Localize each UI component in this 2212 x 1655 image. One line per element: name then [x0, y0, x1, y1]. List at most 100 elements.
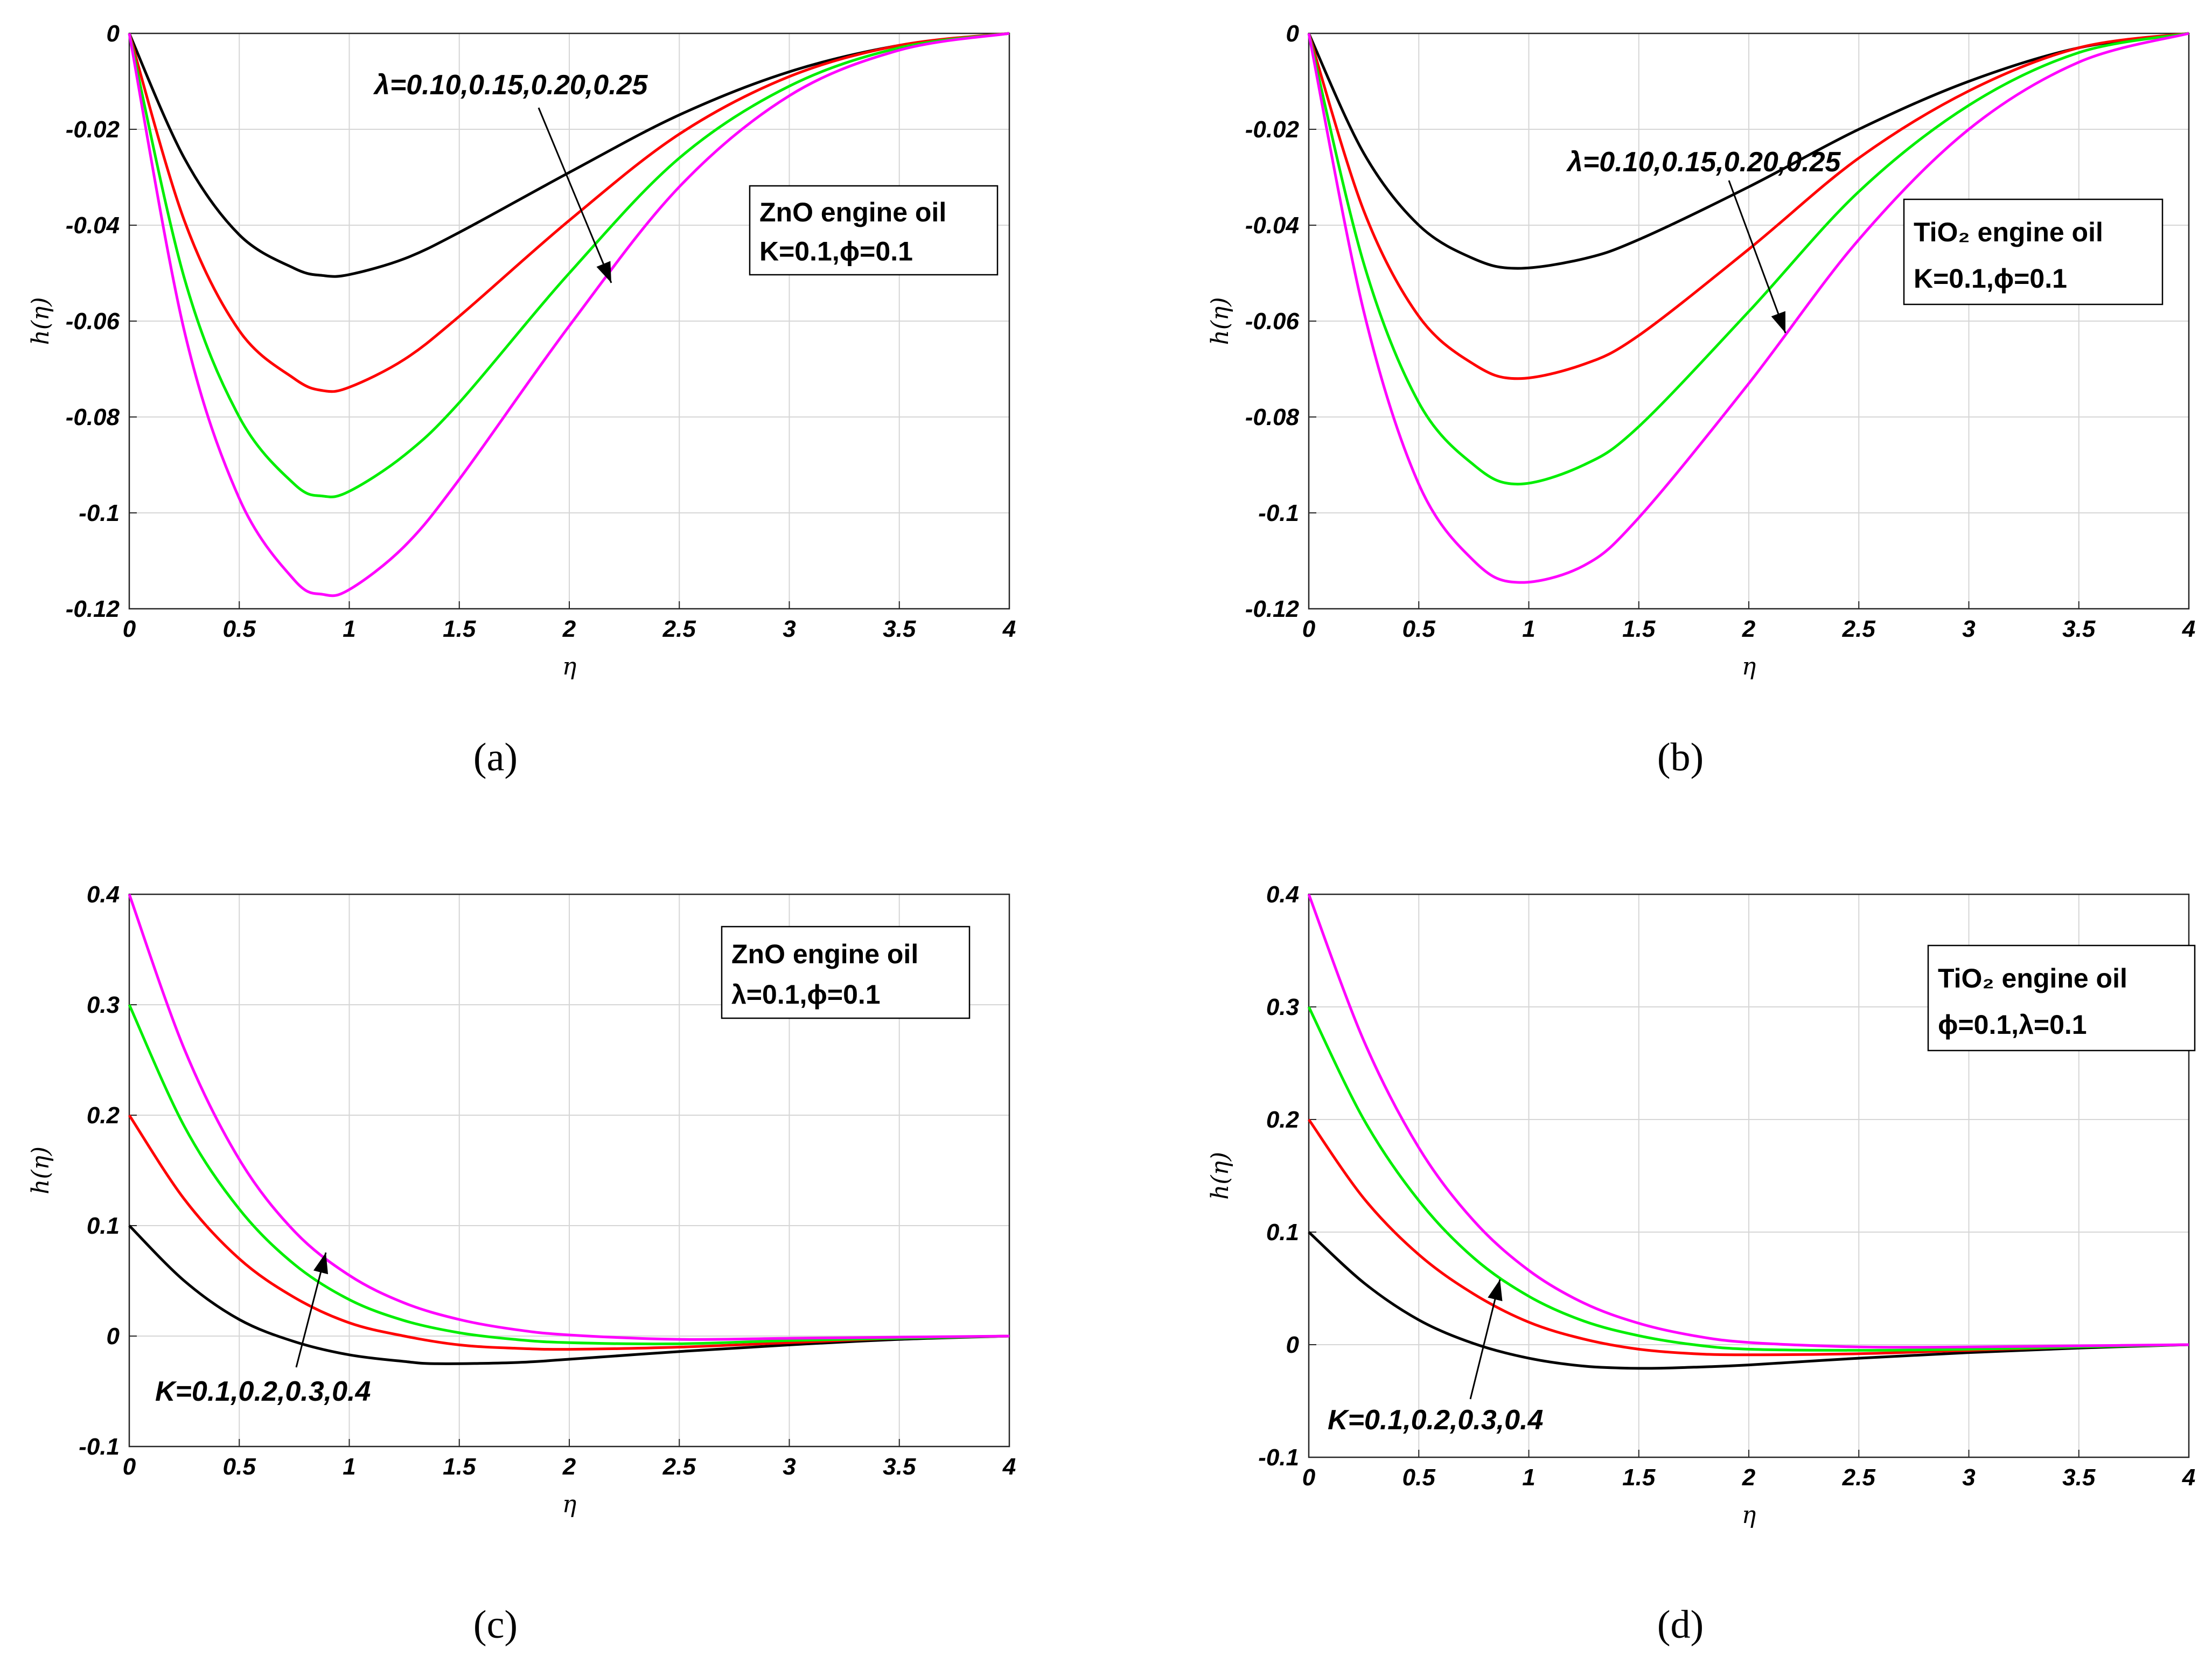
chart-panel-b: 0 0.5 1 1.5 2 2.5 3 3.5 4 0 -0.02 -0.04 -0.06 -0.08 -0… [1107, 0, 2211, 797]
y-tick-label: -0.1 [79, 1434, 120, 1460]
y-tick-label: -0.1 [1258, 1444, 1299, 1471]
x-tick-label: 1.5 [443, 616, 476, 642]
x-axis-label: η [562, 653, 576, 680]
y-tick-label: -0.08 [1245, 404, 1300, 430]
x-tick-label: 1 [1522, 1464, 1535, 1491]
x-tick-label: 2 [1742, 1464, 1756, 1491]
annotation-arrowhead [1771, 311, 1785, 333]
x-tick-label: 3.5 [2062, 1464, 2096, 1491]
series-line-green [1307, 1006, 2189, 1352]
legend-box: TiO₂ engine oil ϕ=0.1,λ=0.1 [1927, 944, 2196, 1052]
x-tick-label: 2 [562, 1454, 576, 1480]
x-tick-label: 4 [1002, 616, 1016, 642]
parameter-annotation: K=0.1,0.2,0.3,0.4 [1328, 1404, 1543, 1436]
annotation-arrowhead [1488, 1280, 1503, 1302]
x-tick-label: 3.5 [2062, 616, 2096, 642]
x-axis-label: η [1742, 653, 1756, 680]
x-tick-label: 0 [123, 616, 136, 642]
x-tick-label: 0 [1302, 616, 1316, 642]
y-tick-label: 0.1 [87, 1213, 120, 1239]
series-line-black [1307, 32, 2189, 270]
legend-line-2: λ=0.1,ϕ=0.1 [731, 979, 881, 1010]
x-tick-label: 2.5 [662, 616, 696, 642]
y-tick-label: 0.4 [1266, 881, 1299, 908]
panel-caption: (d) [1657, 1603, 1704, 1647]
legend-box: ZnO engine oil λ=0.1,ϕ=0.1 [721, 926, 971, 1019]
y-tick-label: -0.06 [1245, 308, 1300, 335]
series-line-magenta [1307, 894, 2189, 1349]
y-tick-label: 0.3 [1266, 994, 1299, 1020]
parameter-annotation: λ=0.10,0.15,0.20,0.25 [1566, 147, 1841, 178]
chart-svg-a: 0 0.5 1 1.5 2 2.5 3 3.5 4 0 -0.02 -0.04 -0.06 -0.08 -0… [27, 20, 1016, 780]
y-axis-label: h(η) [27, 1146, 54, 1194]
panel-caption: (c) [473, 1603, 518, 1647]
chart-panel-d: 0 0.5 1 1.5 2 2.5 3 3.5 4 0.4 0.3 0.2 0.1 0 -0.1 η h(η) T… [1107, 843, 2211, 1655]
legend-border [1903, 198, 2164, 305]
x-tick-label: 4 [2182, 1464, 2195, 1491]
plot-frame [1308, 32, 2190, 610]
x-tick-label: 1 [1522, 616, 1535, 642]
series-line-black [128, 32, 1010, 278]
y-tick-label: 0.3 [87, 992, 120, 1018]
y-tick-label: 0.4 [87, 881, 120, 908]
x-tick-label: 3 [1962, 1464, 1975, 1491]
y-tick-label: -0.04 [66, 212, 120, 239]
chart-panel-c: 0 0.5 1 1.5 2 2.5 3 3.5 4 0.4 0.3 0.2 0.1 0 -0.1 η h(η) Z… [0, 843, 1104, 1655]
y-tick-label: 0 [107, 1323, 120, 1350]
y-tick-label: -0.12 [66, 596, 120, 622]
chart-panel-a: 0 0.5 1 1.5 2 2.5 3 3.5 4 0 -0.02 -0.04 -0.06 -0.08 -0… [0, 0, 1104, 797]
annotation-arrow [1469, 1279, 1501, 1400]
plot-frame [128, 32, 1010, 610]
y-tick-label: 0 [107, 20, 120, 47]
legend-line-1: ZnO engine oil [759, 197, 946, 227]
panel-caption: (a) [473, 735, 518, 780]
x-tick-label: 0.5 [1402, 616, 1436, 642]
legend-box: ZnO engine oil K=0.1,ϕ=0.1 [749, 185, 999, 276]
chart-svg-d: 0 0.5 1 1.5 2 2.5 3 3.5 40.40.30.20.10-0.1ηh(η)T… [1206, 881, 2196, 1647]
x-tick-label: 3 [783, 1454, 796, 1480]
series-line-black [1308, 1231, 2189, 1370]
x-tick-label: 2.5 [1842, 616, 1876, 642]
annotation-arrow [538, 107, 612, 283]
legend-line-1: TiO₂ engine oil [1914, 217, 2103, 247]
x-tick-label: 3.5 [883, 616, 916, 642]
series-line-green [1307, 32, 2189, 486]
x-tick-label: 0 [123, 1454, 136, 1480]
legend-line-2: K=0.1,ϕ=0.1 [1914, 263, 2067, 294]
y-tick-label: -0.02 [1245, 116, 1300, 143]
parameter-annotation: λ=0.10,0.15,0.20,0.25 [373, 69, 648, 101]
legend-line-1: TiO₂ engine oil [1938, 963, 2127, 993]
x-tick-label: 3 [783, 616, 796, 642]
parameter-annotation: K=0.1,0.2,0.3,0.4 [155, 1376, 371, 1407]
x-axis-label: η [562, 1491, 576, 1518]
x-tick-label: 0 [1302, 1464, 1316, 1491]
x-tick-label: 4 [1002, 1454, 1016, 1480]
y-tick-label: 0.1 [1266, 1219, 1299, 1246]
grid [129, 33, 1010, 609]
annotation-arrowhead [313, 1253, 329, 1275]
panel-caption: (b) [1657, 735, 1704, 780]
legend-line-2: ϕ=0.1,λ=0.1 [1938, 1010, 2087, 1040]
y-tick-label: -0.12 [1245, 596, 1300, 622]
x-tick-label: 2.5 [662, 1454, 696, 1480]
y-axis-label: h(η) [1206, 297, 1234, 345]
series-line-red [128, 1114, 1010, 1351]
y-tick-label: 0 [1286, 20, 1300, 47]
legend-line-1: ZnO engine oil [731, 939, 918, 969]
y-axis-label: h(η) [1206, 1152, 1234, 1200]
x-tick-label: 1 [343, 616, 355, 642]
plot-frame [1308, 893, 2190, 1458]
y-tick-label: 0 [1286, 1332, 1300, 1358]
series-line-green [128, 1004, 1010, 1346]
x-tick-label: 3 [1962, 616, 1975, 642]
x-tick-label: 0.5 [223, 616, 256, 642]
y-tick-label: -0.1 [1258, 500, 1299, 526]
x-axis-label: η [1742, 1501, 1756, 1529]
annotation-arrow [1728, 180, 1787, 333]
plot-frame [128, 893, 1010, 1448]
x-tick-label: 2.5 [1842, 1464, 1876, 1491]
series-line-black [128, 1225, 1010, 1365]
legend-border [1927, 944, 2196, 1052]
series-line-magenta [1307, 32, 2189, 584]
chart-svg-c: 0 0.5 1 1.5 2 2.5 3 3.5 40.40.30.20.10-0.1ηh(η)Z… [27, 881, 1016, 1647]
